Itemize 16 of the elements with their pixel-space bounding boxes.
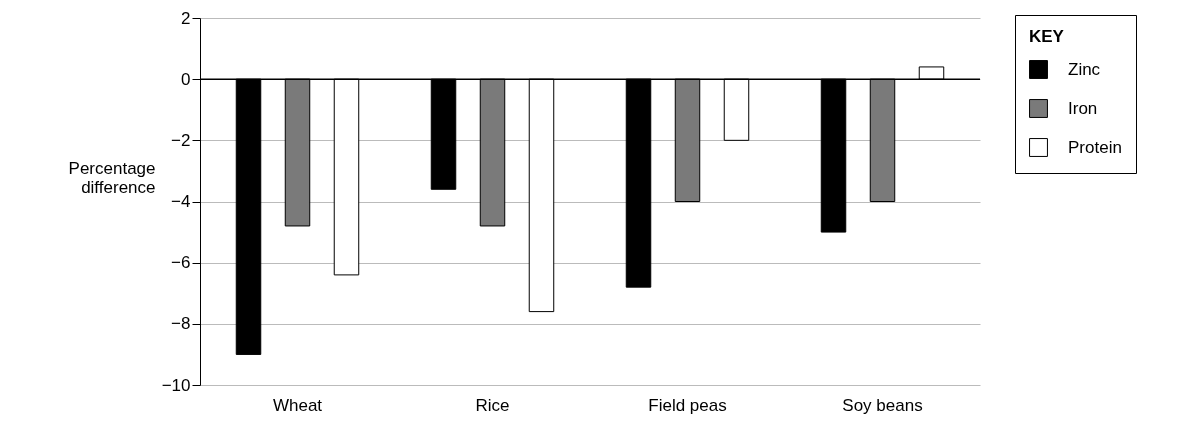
x-tick-label: Wheat [272, 395, 323, 415]
y-tick-label: −8 [171, 314, 191, 334]
legend-label: Protein [1068, 137, 1122, 157]
y-tick-label: −10 [161, 375, 191, 395]
y-tick-label: −6 [171, 253, 191, 273]
x-tick-label: Field peas [648, 395, 727, 415]
legend-label: Iron [1068, 98, 1098, 118]
y-tick-label: −4 [171, 192, 191, 211]
y-axis-title: Percentage difference [68, 158, 156, 197]
y-tick-label: −2 [171, 130, 191, 150]
y-tick-label: 0 [181, 69, 191, 89]
x-tick-label: Rice [475, 395, 510, 415]
x-tick-label: Soy beans [842, 395, 923, 415]
legend-label: Zinc [1068, 59, 1101, 79]
y-tick-label: 2 [181, 8, 191, 28]
legend-title: KEY [1029, 27, 1065, 46]
